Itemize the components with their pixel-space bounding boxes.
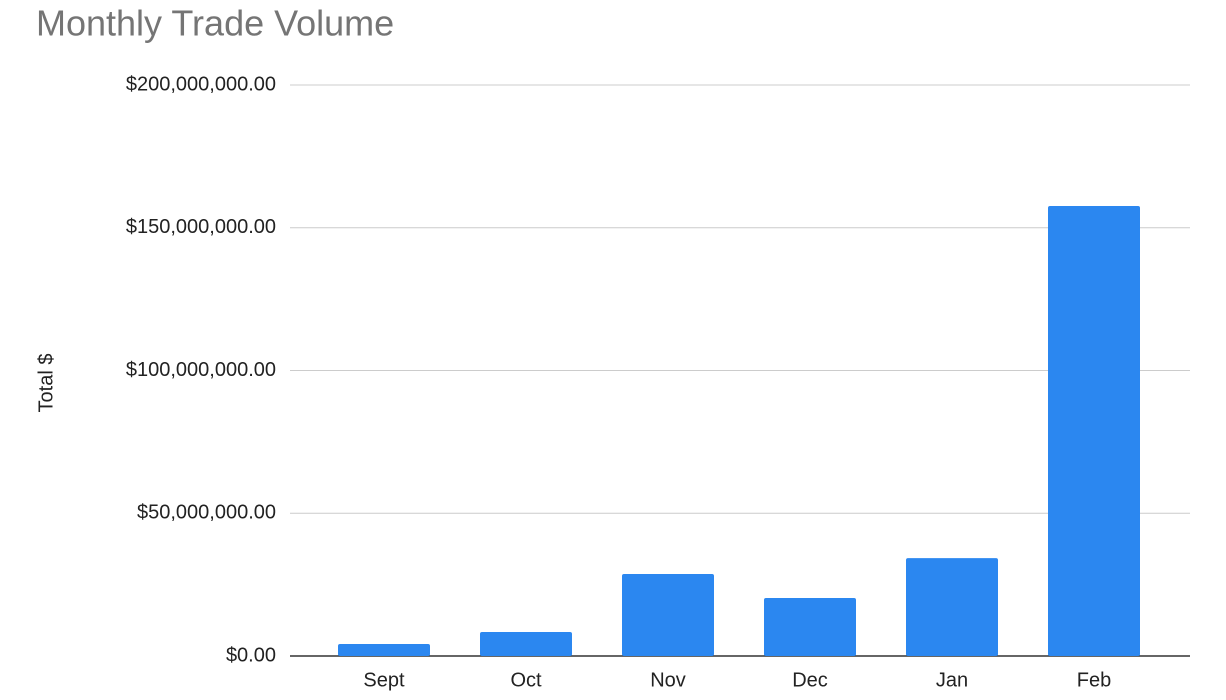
bar [906,558,998,656]
y-tick-label: $200,000,000.00 [126,73,276,95]
bar [338,644,430,656]
x-tick-label: Dec [792,669,828,691]
y-tick-label: $50,000,000.00 [137,502,276,524]
x-tick-label: Oct [510,669,542,691]
y-axis-label: Total $ [35,354,57,413]
bar [622,574,714,656]
y-tick-label: $150,000,000.00 [126,216,276,238]
y-tick-label: $100,000,000.00 [126,359,276,381]
x-tick-label: Nov [650,669,686,691]
y-tick-label: $0.00 [226,644,276,666]
bar [764,598,856,656]
x-tick-label: Sept [363,669,405,691]
x-tick-label: Feb [1077,669,1111,691]
bar [1048,206,1140,656]
bar [480,632,572,656]
chart-title: Monthly Trade Volume [36,3,394,44]
x-tick-label: Jan [936,669,968,691]
